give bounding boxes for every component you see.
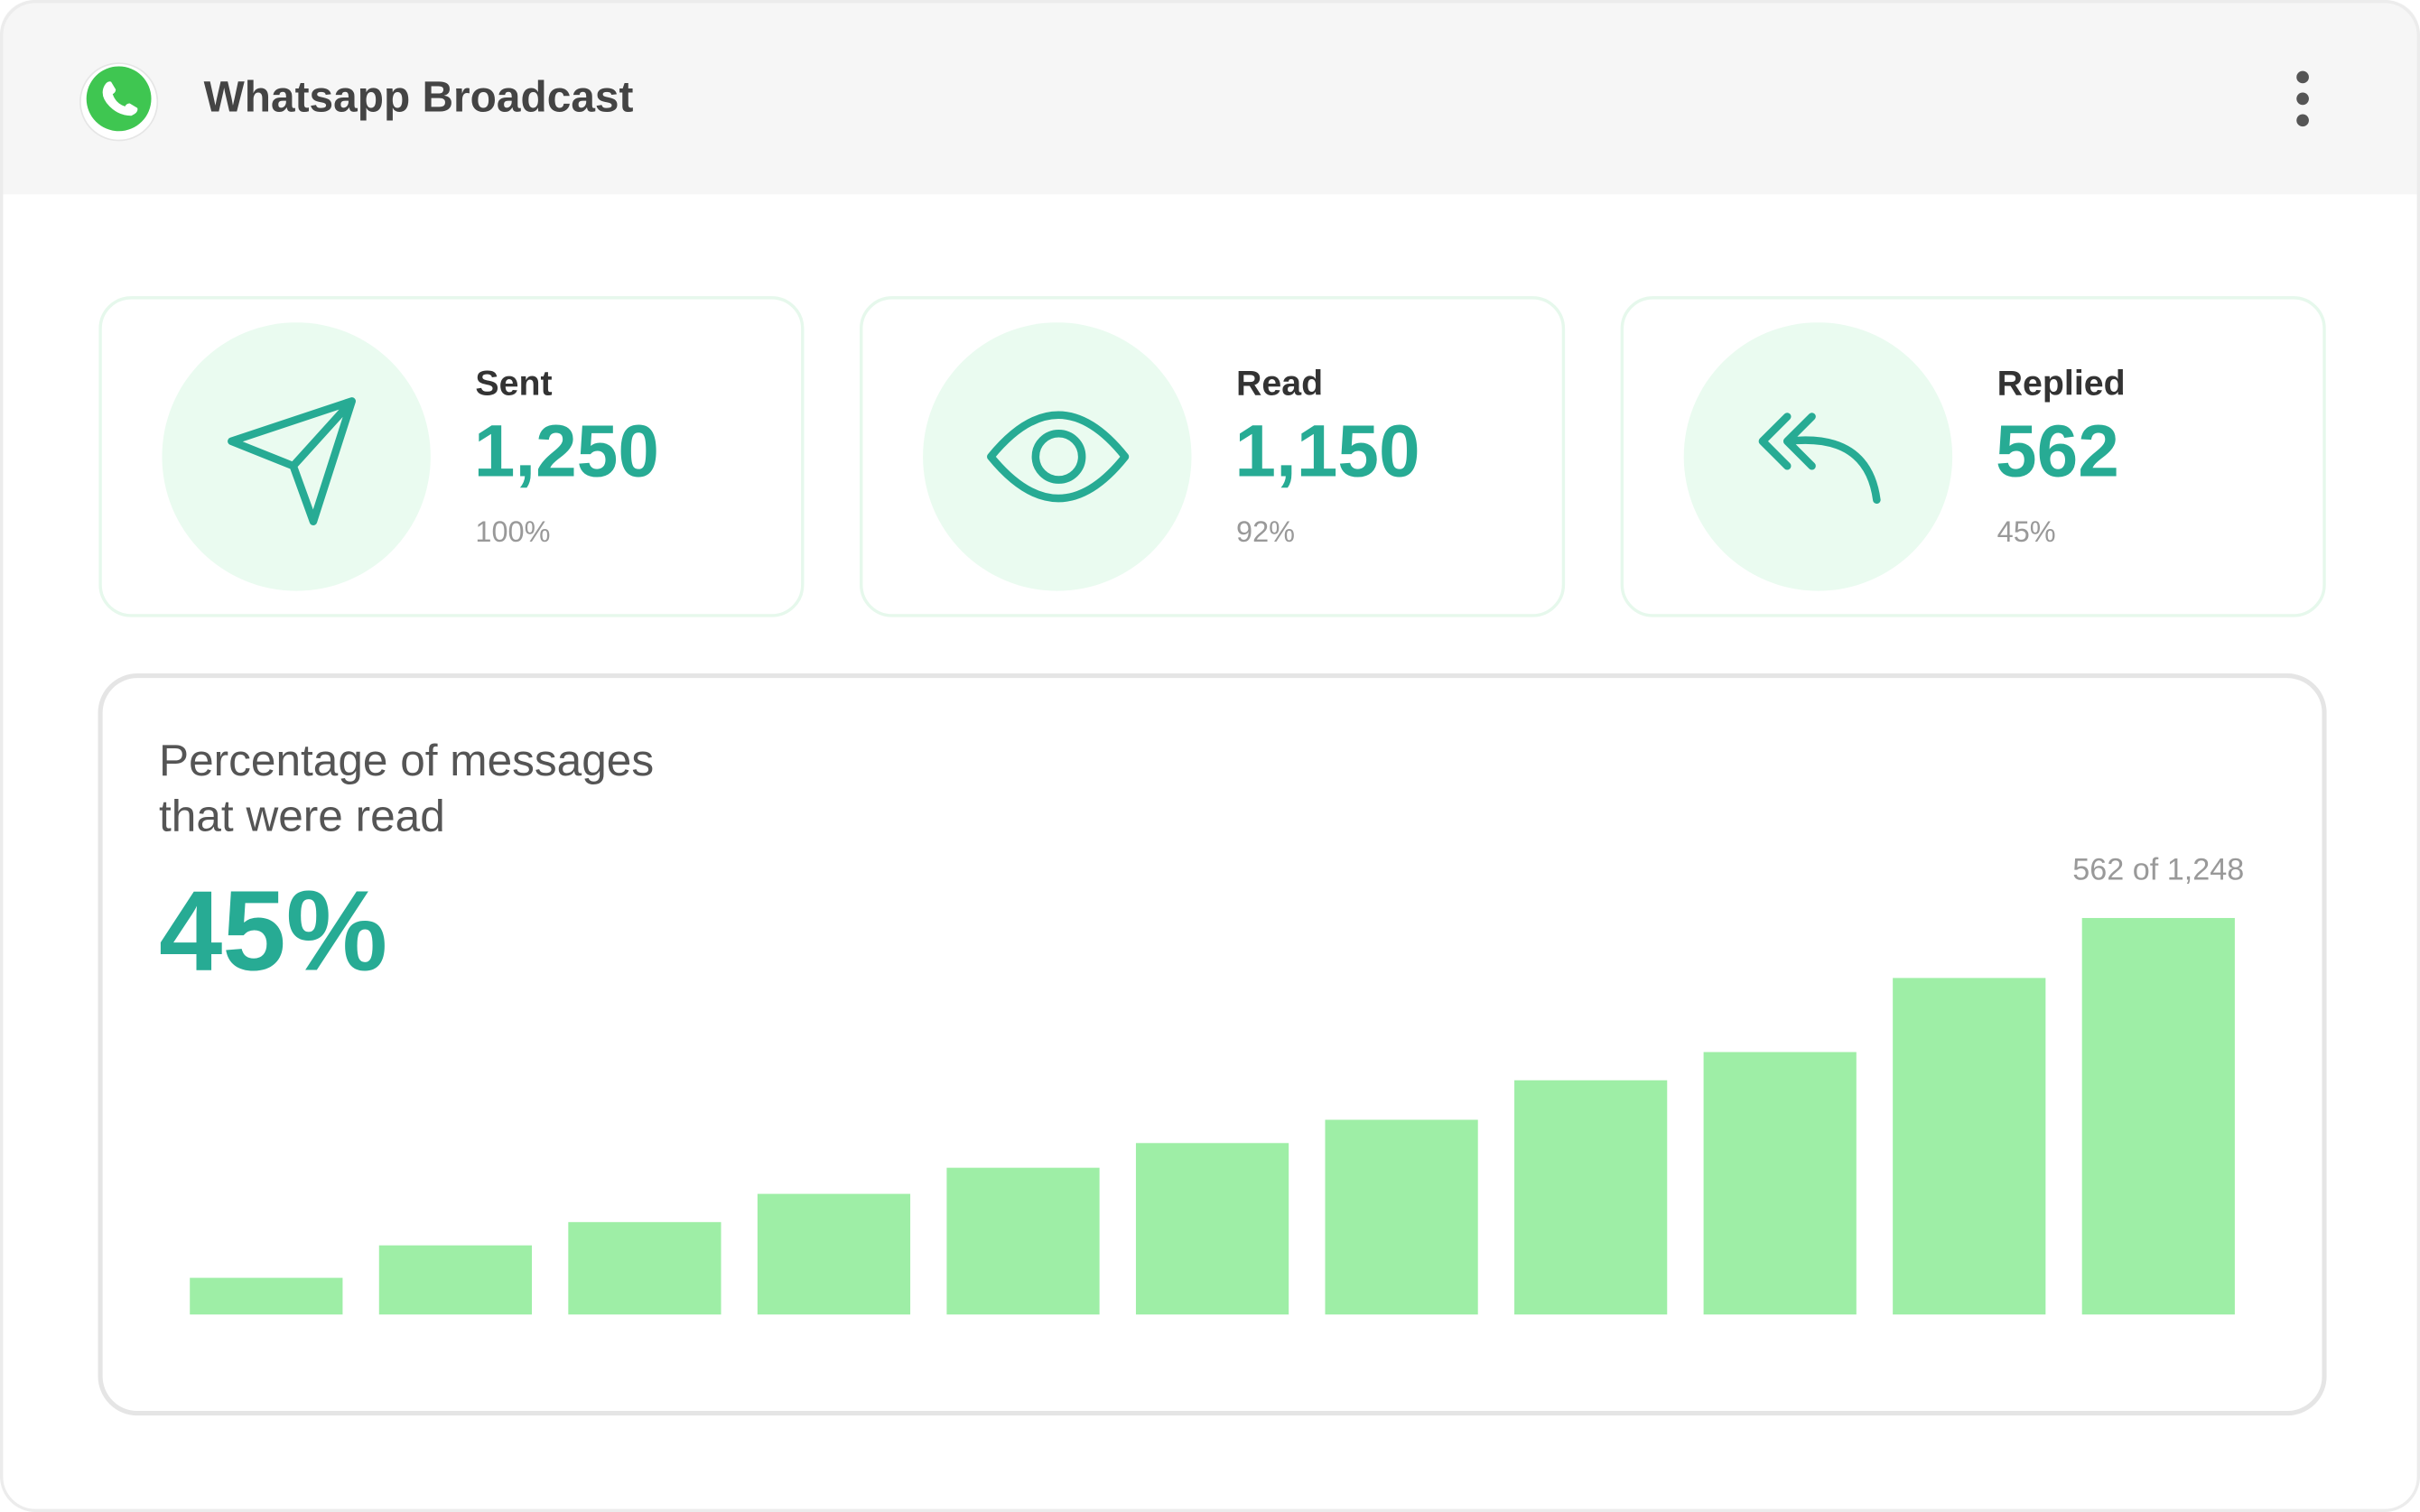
bar [2081,917,2235,1315]
bar [190,1277,343,1315]
card-label: Replied [1997,364,2126,404]
card-value: 562 [1996,411,2119,493]
chart-title-line: Percentage of messages [159,735,654,785]
chart-title-line: that were read [159,791,445,841]
bar [946,1167,1100,1315]
bar-annotation: 562 of 1,248 [2072,853,2244,887]
card-value: 1,250 [474,411,659,493]
bar [378,1245,532,1315]
card-percent: 92% [1236,515,1295,548]
bar [757,1193,911,1315]
header-bar [0,0,2420,195]
stat-cards: Sent 1,250 100% Read 1,150 92% Replied 562 45% [98,296,2326,617]
header-title: Whatsapp Broadcast [204,74,634,122]
more-menu[interactable] [2296,70,2309,127]
card-label: Read [1236,364,1323,404]
whatsapp-logo [79,62,159,142]
bar [1893,978,2046,1315]
headline-value: 45% [159,867,387,994]
bar [1703,1052,1857,1315]
card-value: 1,150 [1234,411,1419,493]
icon-circle [162,322,431,591]
card-percent: 100% [475,515,550,548]
bar [1135,1143,1289,1315]
bar [1325,1119,1478,1315]
card-icon [1758,413,1881,505]
card-icon [228,397,356,525]
card-percent: 45% [1997,515,2056,548]
bars: 562 of 1,248 [190,853,2244,1315]
bar [568,1221,721,1315]
bar [1514,1080,1668,1315]
card-icon [987,411,1130,503]
icon-circle [1683,322,1953,591]
icon-circle [923,322,1192,591]
card-label: Sent [475,364,552,404]
